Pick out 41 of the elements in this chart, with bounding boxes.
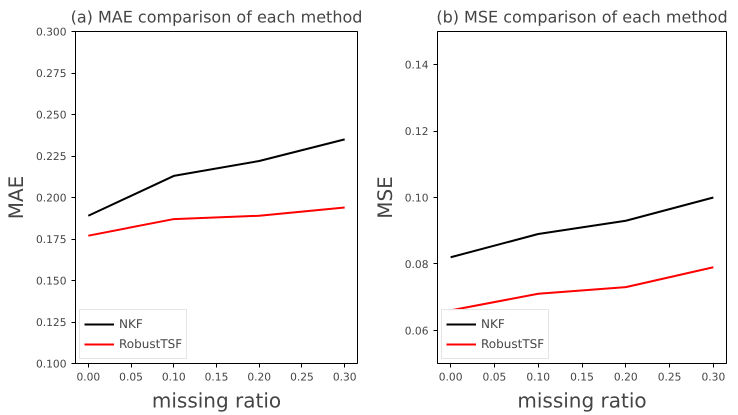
x-tick-label: 0.25	[658, 370, 682, 384]
y-tick-label: 0.12	[404, 125, 429, 138]
y-tick-label: 0.225	[36, 150, 67, 163]
x-tick-label: 0.10	[162, 370, 186, 384]
legend-label: RobustTSF	[119, 337, 182, 351]
y-tick-label: 0.100	[36, 358, 67, 370]
x-tick-label: 0.05	[119, 370, 143, 384]
x-tick-label: 0.10	[526, 370, 550, 384]
y-tick-label: 0.06	[404, 324, 429, 338]
line-series	[450, 196, 714, 258]
y-tick-label: 0.300	[36, 26, 67, 38]
y-tick-label: 0.275	[36, 67, 67, 80]
x-tick-label: 0.30	[702, 370, 726, 384]
legend-label: NKF	[119, 317, 143, 331]
x-tick-label: 0.00	[438, 370, 463, 384]
legend-label: RobustTSF	[481, 337, 544, 351]
x-tick-label: 0.15	[570, 370, 594, 384]
y-tick-label: 0.250	[36, 108, 67, 122]
x-tick-label: 0.30	[332, 370, 357, 384]
y-tick-label: 0.175	[36, 233, 67, 246]
x-tick-label: 0.25	[290, 370, 314, 384]
y-tick-label: 0.08	[404, 258, 429, 271]
chart-title: (a) MAE comparison of each method	[70, 8, 362, 26]
chart-title: (b) MSE comparison of each method	[436, 8, 728, 26]
x-tick-label: 0.15	[204, 370, 228, 384]
line-series	[87, 138, 346, 217]
x-axis-title: missing ratio	[517, 388, 647, 412]
y-axis-title: MSE	[372, 176, 397, 219]
x-tick-label: 0.20	[614, 370, 638, 384]
y-tick-label: 0.10	[404, 192, 429, 204]
y-tick-label: 0.125	[36, 316, 67, 329]
y-axis-title: MAE	[4, 176, 28, 220]
x-tick-label: 0.05	[482, 370, 506, 384]
x-tick-label: 0.20	[247, 370, 272, 384]
y-tick-label: 0.150	[36, 274, 67, 288]
y-tick-label: 0.200	[36, 192, 67, 204]
x-tick-label: 0.00	[76, 370, 100, 384]
legend-label: NKF	[481, 317, 505, 331]
line-series	[87, 206, 346, 237]
y-tick-label: 0.14	[404, 58, 429, 72]
x-axis-title: missing ratio	[152, 388, 282, 412]
